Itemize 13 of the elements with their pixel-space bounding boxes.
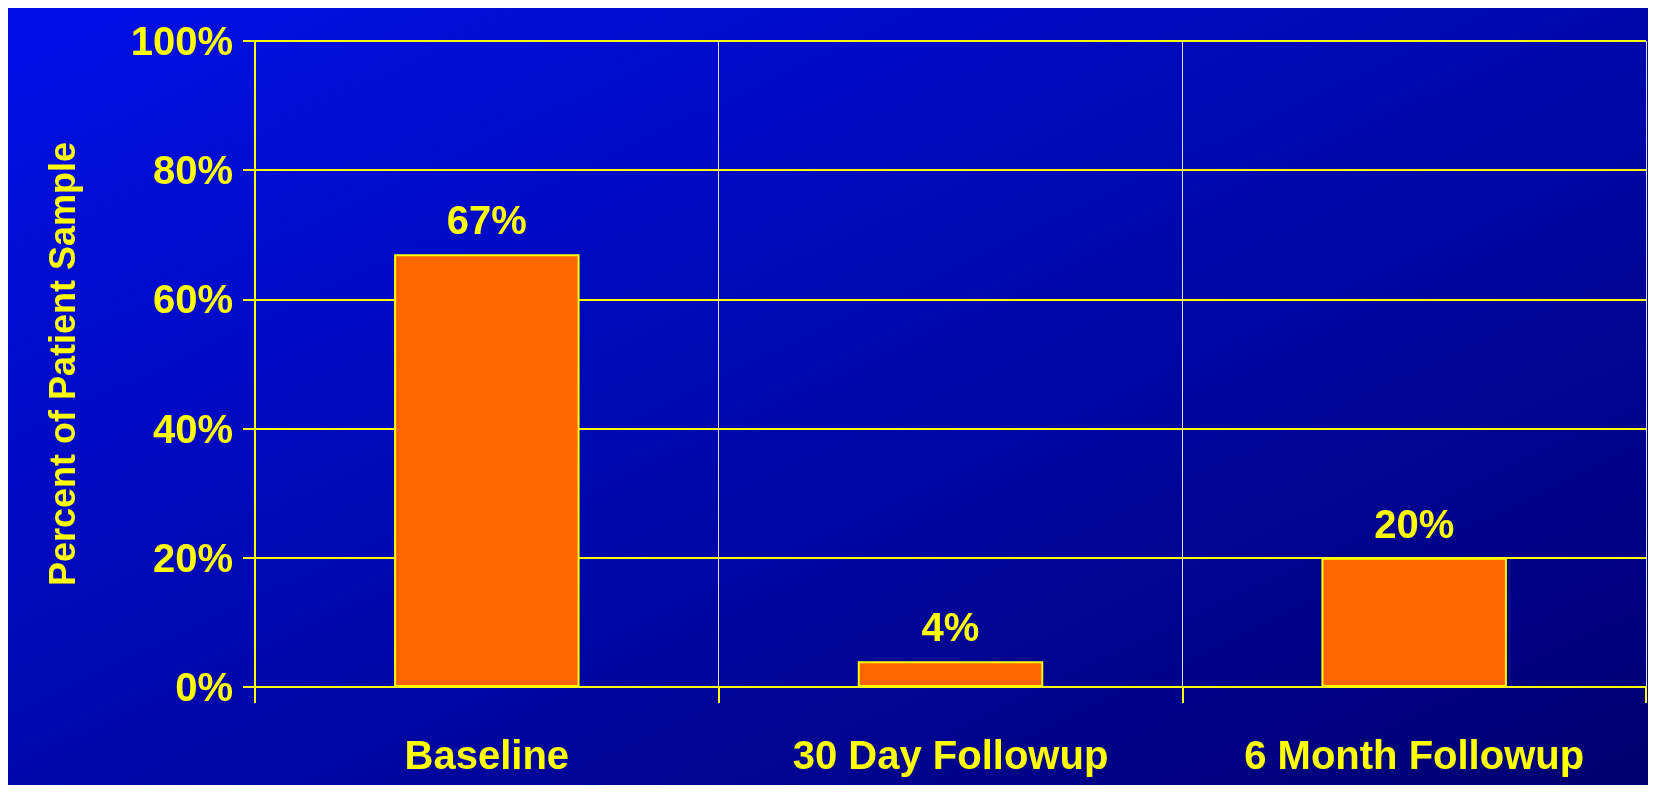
y-tick-label: 0% [175,665,233,709]
data-label: 20% [1374,501,1455,546]
y-tick-label: 80% [152,148,233,193]
y-axis-title: Percent of Patient Sample [41,141,83,587]
y-tick-label: 100% [130,19,233,63]
data-label: 67% [446,198,527,243]
x-tick-label: Baseline [404,733,570,777]
y-tick-label: 40% [152,406,233,451]
x-tick-label: 30 Day Followup [792,733,1109,777]
y-tick-label: 20% [152,535,233,580]
data-label: 4% [921,605,980,650]
x-tick-label: 6 Month Followup [1244,733,1585,777]
y-tick-label: 60% [152,277,233,322]
